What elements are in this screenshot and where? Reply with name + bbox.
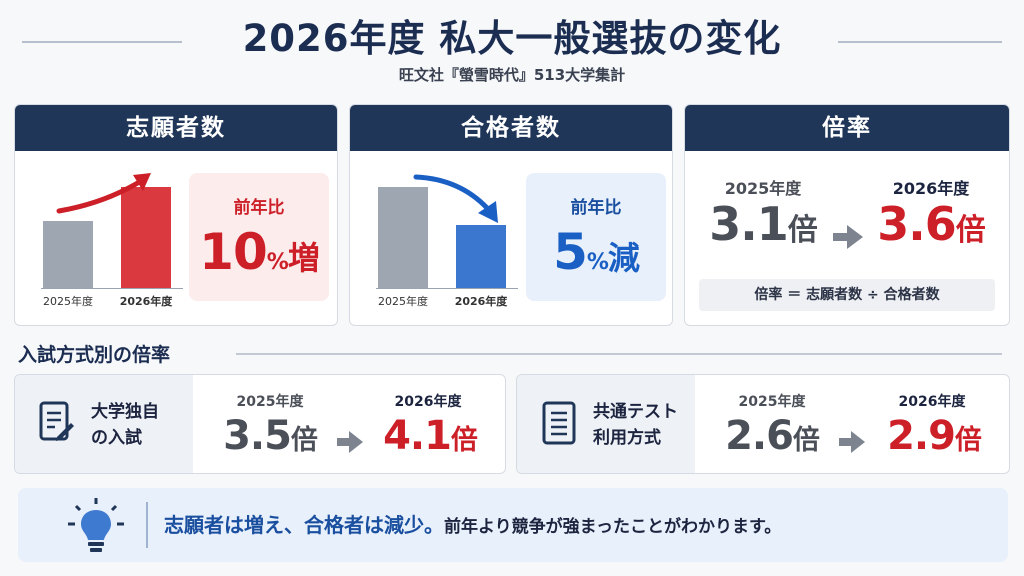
ratio-value-before-number: 3.1: [709, 197, 788, 251]
applicants-change-value: 10%増: [189, 224, 329, 291]
passers-bar-2026: [456, 225, 506, 289]
method-university-value-after-unit: 倍: [450, 425, 478, 456]
method-university-value-before-number: 3.5: [223, 413, 292, 459]
applicants-bar-2025: [43, 221, 93, 289]
applicants-change-label: 前年比: [233, 198, 285, 218]
passers-change-label: 前年比: [570, 198, 622, 218]
passers-bar-label-2025: 2025年度: [378, 295, 428, 308]
applicants-bar-label-2026: 2026年度: [119, 295, 173, 308]
method-name-university: 大学独自 の入試: [91, 399, 159, 451]
method-university-value-before-unit: 倍: [290, 425, 318, 456]
summary-banner: 志願者は増え、合格者は減少。前年より競争が強まったことがわかります。: [18, 488, 1008, 562]
method-name-common-test-line2: 利用方式: [593, 428, 661, 448]
ratio-value-after-number: 3.6: [877, 197, 956, 251]
page-subtitle: 旺文社『螢雪時代』513大学集計: [398, 66, 626, 84]
arrow-right-icon: [833, 225, 863, 249]
method-common-test-value-after-unit: 倍: [954, 425, 982, 456]
method-name-university-line1: 大学独自: [91, 402, 159, 422]
method-common-test-value-before: 2.6倍: [707, 413, 837, 459]
method-card-common-test: 共通テスト 利用方式 2025年度 2026年度 2.6倍 2.9倍: [516, 374, 1010, 474]
method-university-value-after: 4.1倍: [365, 413, 495, 459]
passers-change-box: 前年比 5%減: [526, 173, 666, 301]
title-rule-right: [838, 41, 1002, 43]
applicants-baseline: [41, 288, 183, 289]
applicants-card-title: 志願者数: [15, 105, 337, 151]
passers-bar-2025: [378, 187, 428, 289]
applicants-card: 志願者数 2025年度 2026年度 前年比 10%増: [14, 104, 338, 326]
document-list-icon: [542, 401, 576, 445]
passers-card-title: 合格者数: [350, 105, 672, 151]
applicants-bar-chart: 2025年度 2026年度: [33, 163, 183, 313]
method-university-value-before: 3.5倍: [205, 413, 335, 459]
applicants-change-box: 前年比 10%増: [189, 173, 329, 301]
document-pen-icon: [39, 401, 74, 441]
applicants-bar-label-2025: 2025年度: [43, 295, 93, 308]
section-title: 入試方式別の倍率: [18, 344, 171, 366]
ratio-value-after-unit: 倍: [955, 213, 986, 248]
ratio-year-before: 2025年度: [724, 179, 802, 198]
applicants-bar-2026: [121, 187, 171, 289]
method-university-value-after-number: 4.1: [383, 413, 452, 459]
banner-emphasis: 志願者は増え、合格者は減少。: [164, 513, 444, 537]
method-university-year-before: 2025年度: [236, 394, 304, 410]
banner-divider: [146, 502, 148, 548]
ratio-card-title: 倍率: [685, 105, 1009, 151]
ratio-card: 倍率 2025年度 2026年度 3.1倍 3.6倍 倍率 ＝ 志願者数 ÷ 合…: [684, 104, 1010, 326]
banner-rest: 前年より競争が強まったことがわかります。: [444, 517, 782, 537]
arrow-right-icon: [337, 431, 363, 453]
method-card-university-label-area: 大学独自 の入試: [15, 375, 193, 473]
method-university-year-after: 2026年度: [394, 394, 462, 410]
applicants-change-word: 増: [287, 239, 320, 277]
passers-change-value: 5%減: [526, 224, 666, 291]
page-title: 2026年度 私大一般選抜の変化: [242, 17, 782, 60]
method-card-university: 大学独自 の入試 2025年度 2026年度 3.5倍 4.1倍: [14, 374, 506, 474]
trend-down-arrow-icon: [413, 174, 498, 223]
title-rule-left: [22, 41, 182, 43]
method-common-test-year-after: 2026年度: [898, 394, 966, 410]
ratio-year-after: 2026年度: [892, 179, 970, 198]
banner-text: 志願者は増え、合格者は減少。前年より競争が強まったことがわかります。: [164, 488, 781, 564]
method-card-common-test-label-area: 共通テスト 利用方式: [517, 375, 695, 473]
method-name-common-test-line1: 共通テスト: [593, 402, 678, 422]
passers-change-unit: %: [586, 250, 609, 275]
passers-change-number: 5: [553, 223, 588, 281]
passers-baseline: [376, 288, 518, 289]
trend-up-arrow-icon: [56, 173, 151, 214]
passers-bar-chart: 2025年度 2026年度: [368, 163, 518, 313]
ratio-value-before: 3.1倍: [693, 197, 833, 251]
applicants-change-unit: %: [266, 250, 289, 275]
ratio-formula: 倍率 ＝ 志願者数 ÷ 合格者数: [699, 279, 995, 311]
applicants-change-number: 10: [199, 223, 268, 281]
arrow-right-icon: [839, 431, 865, 453]
method-name-common-test: 共通テスト 利用方式: [593, 399, 678, 451]
ratio-value-before-unit: 倍: [787, 213, 818, 248]
method-common-test-value-after-number: 2.9: [887, 413, 956, 459]
passers-bar-label-2026: 2026年度: [454, 295, 508, 308]
method-common-test-value-after: 2.9倍: [869, 413, 999, 459]
method-common-test-value-before-unit: 倍: [792, 425, 820, 456]
ratio-value-after: 3.6倍: [861, 197, 1001, 251]
method-name-university-line2: の入試: [91, 428, 142, 448]
section-rule: [236, 353, 1002, 355]
method-common-test-year-before: 2025年度: [738, 394, 806, 410]
method-common-test-value-before-number: 2.6: [725, 413, 794, 459]
passers-change-word: 減: [607, 239, 640, 277]
passers-card: 合格者数 2025年度 2026年度 前年比 5%減: [349, 104, 673, 326]
lightbulb-icon: [68, 498, 124, 552]
